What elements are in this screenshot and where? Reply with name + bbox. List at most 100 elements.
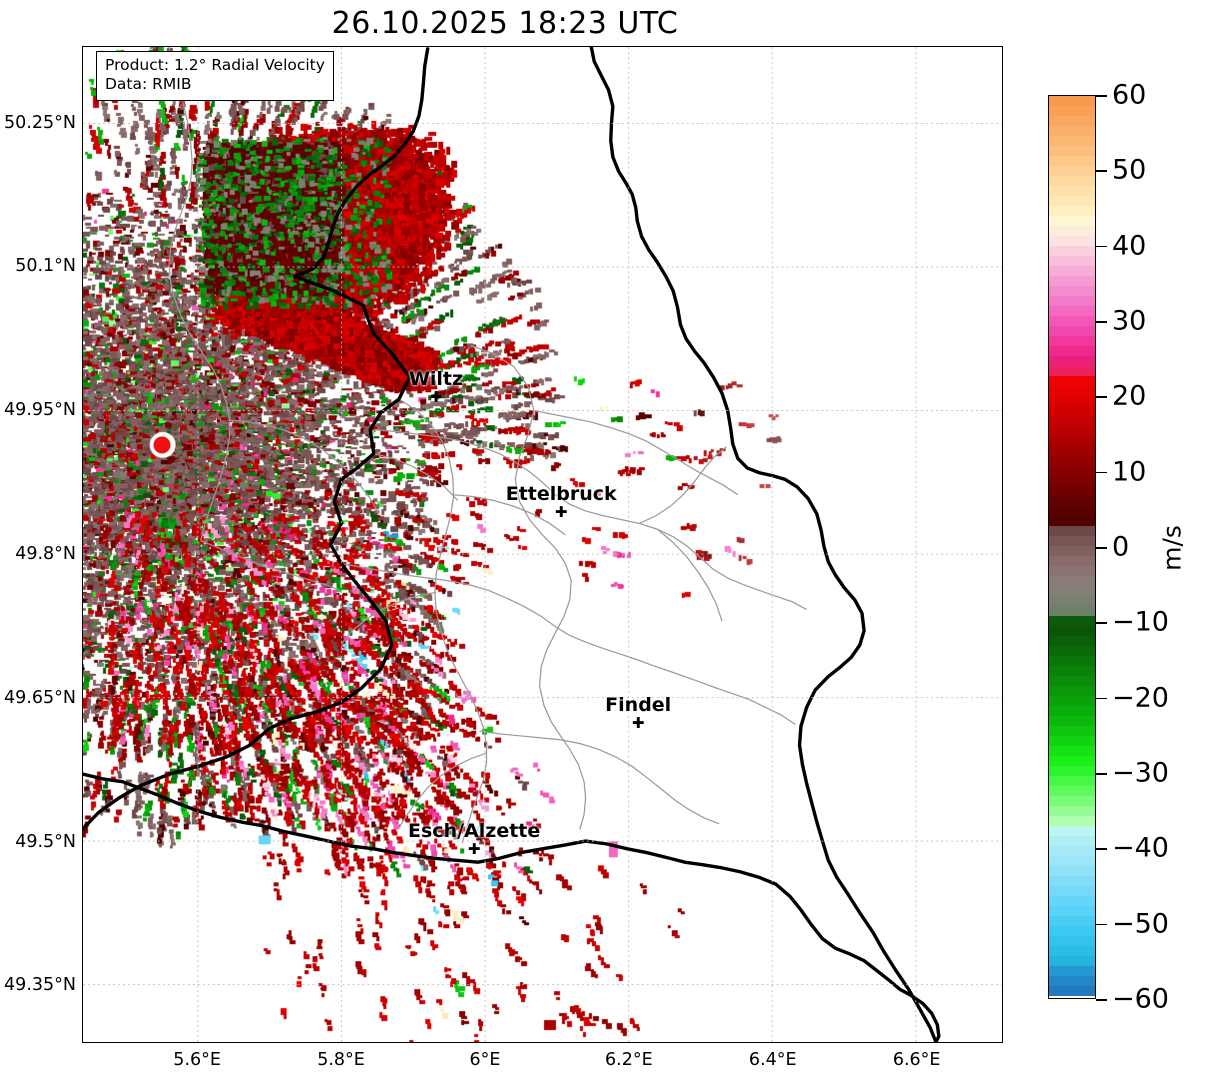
colorbar-segment <box>1049 556 1095 566</box>
colorbar-tick <box>1096 170 1107 172</box>
colorbar-segment <box>1049 126 1095 136</box>
colorbar-segment <box>1049 646 1095 656</box>
colorbar-segment <box>1049 746 1095 756</box>
colorbar-segment <box>1049 896 1095 906</box>
colorbar-segment <box>1049 296 1095 306</box>
colorbar-segment <box>1049 516 1095 526</box>
product-label: Product: 1.2° Radial Velocity <box>105 56 325 74</box>
colorbar-tick-label: 50 <box>1112 154 1147 186</box>
colorbar-segment <box>1049 476 1095 486</box>
colorbar-segment <box>1049 326 1095 336</box>
colorbar-tick-label: −30 <box>1112 757 1169 789</box>
colorbar-segment <box>1049 626 1095 636</box>
colorbar-tick <box>1096 697 1107 700</box>
colorbar-segment <box>1049 856 1095 866</box>
colorbar-segment <box>1049 736 1095 746</box>
colorbar-tick <box>1096 471 1107 474</box>
colorbar-tick-label: 10 <box>1112 456 1147 488</box>
colorbar-segment <box>1049 726 1095 736</box>
colorbar-tick <box>1096 95 1107 97</box>
colorbar-segment <box>1049 686 1095 696</box>
colorbar-tick <box>1096 848 1107 850</box>
colorbar-segment <box>1049 206 1095 216</box>
data-source-label: Data: RMIB <box>105 75 192 94</box>
page-title: 26.10.2025 18:23 UTC <box>331 6 679 41</box>
colorbar-segment <box>1049 536 1095 546</box>
colorbar-segment <box>1049 976 1095 986</box>
colorbar-segment <box>1049 936 1095 946</box>
colorbar-segment <box>1049 116 1095 126</box>
colorbar-segment <box>1049 436 1095 446</box>
colorbar-segment <box>1049 156 1095 166</box>
radar-plot-area[interactable] <box>82 46 1003 1043</box>
colorbar-segment <box>1049 696 1095 706</box>
colorbar-segment <box>1049 376 1095 386</box>
colorbar-tick-label: −50 <box>1112 908 1169 940</box>
colorbar-segment <box>1049 906 1095 916</box>
colorbar-tick-label: 0 <box>1112 531 1130 563</box>
colorbar-segment <box>1049 636 1095 646</box>
colorbar-segment <box>1049 246 1095 256</box>
colorbar-segment <box>1049 426 1095 436</box>
colorbar-segment <box>1049 446 1095 456</box>
colorbar-tick-label: −20 <box>1112 682 1169 714</box>
map-boundaries-layer <box>83 47 941 1042</box>
colorbar-segment <box>1049 236 1095 246</box>
colorbar-tick <box>1096 622 1107 624</box>
colorbar-segment <box>1049 866 1095 876</box>
colorbar-segment <box>1049 146 1095 156</box>
gridlines-layer <box>83 47 1002 1042</box>
colorbar-segment <box>1049 806 1095 816</box>
colorbar-segment <box>1049 336 1095 346</box>
colorbar-segment <box>1049 886 1095 896</box>
latitude-tick-label: 49.8°N <box>15 544 76 565</box>
colorbar-segment <box>1049 256 1095 266</box>
radar-site-icon <box>153 436 171 454</box>
colorbar-segment <box>1049 226 1095 236</box>
colorbar-segment <box>1049 616 1095 626</box>
colorbar-segment <box>1049 386 1095 396</box>
colorbar-segment <box>1049 166 1095 176</box>
colorbar-segment <box>1049 666 1095 676</box>
longitude-tick-label: 6.2°E <box>605 1050 653 1070</box>
colorbar-segment <box>1049 766 1095 776</box>
latitude-tick-label: 50.1°N <box>15 256 76 277</box>
colorbar-tick <box>1096 923 1107 926</box>
colorbar-tick-label: −10 <box>1112 606 1169 638</box>
colorbar-segment <box>1049 776 1095 786</box>
latitude-tick-label: 50.25°N <box>4 112 76 133</box>
colorbar-segment <box>1049 486 1095 496</box>
colorbar-tick <box>1096 396 1107 398</box>
colorbar-segment <box>1049 966 1095 976</box>
colorbar-segment <box>1049 416 1095 426</box>
colorbar-segment <box>1049 606 1095 616</box>
colorbar-segment <box>1049 796 1095 806</box>
colorbar-segment <box>1049 136 1095 146</box>
colorbar-segment <box>1049 506 1095 516</box>
colorbar-tick-label: 20 <box>1112 380 1147 412</box>
colorbar-segment <box>1049 526 1095 536</box>
colorbar-segment <box>1049 396 1095 406</box>
colorbar-segment <box>1049 466 1095 476</box>
colorbar-segment <box>1049 356 1095 366</box>
colorbar-segment <box>1049 496 1095 506</box>
colorbar-segment <box>1049 96 1095 106</box>
longitude-tick-label: 6.6°E <box>892 1050 941 1070</box>
colorbar-segment <box>1049 986 1095 996</box>
colorbar-tick <box>1096 999 1107 1001</box>
colorbar-segment <box>1049 876 1095 886</box>
colorbar-tick-label: 60 <box>1112 79 1147 111</box>
latitude-tick-label: 49.35°N <box>4 975 76 996</box>
colorbar-segment <box>1049 816 1095 826</box>
colorbar[interactable] <box>1048 95 1096 999</box>
latitude-tick-label: 49.95°N <box>4 400 76 421</box>
colorbar-segment <box>1049 186 1095 196</box>
colorbar-segment <box>1049 576 1095 586</box>
latitude-tick-label: 49.65°N <box>4 687 76 708</box>
colorbar-segment <box>1049 406 1095 416</box>
colorbar-segment <box>1049 596 1095 606</box>
colorbar-segment <box>1049 566 1095 576</box>
colorbar-segment <box>1049 756 1095 766</box>
colorbar-tick-label: −60 <box>1112 983 1169 1015</box>
colorbar-segment <box>1049 316 1095 326</box>
